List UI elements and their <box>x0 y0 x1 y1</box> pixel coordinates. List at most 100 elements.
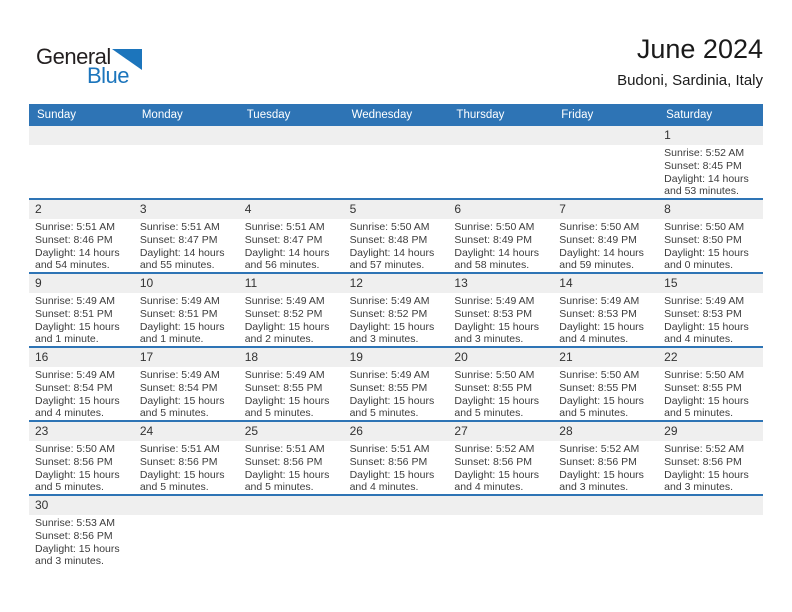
day-number-cell <box>344 126 449 145</box>
day-number: 8 <box>664 202 671 216</box>
day-number: 6 <box>454 202 462 216</box>
weekday-header-sunday: Sunday <box>37 109 77 121</box>
day-sunrise-text: Sunrise: 5:50 AM <box>664 369 745 381</box>
day-detail-cell: Sunrise: 5:49 AM Sunset: 8:51 PM Daylight:… <box>29 293 134 346</box>
day-daylight2-text: and 54 minutes. <box>35 259 110 272</box>
day-detail-cell <box>658 515 763 568</box>
calendar-week-row: 30 Sunrise: 5:53 AM Sunset: 8:56 PM Dayligh… <box>29 494 763 568</box>
day-sunrise-text: Sunrise: 5:51 AM <box>35 221 115 233</box>
day-number-cell: 1 <box>658 126 763 145</box>
day-sunset-text: Sunset: 8:56 PM <box>349 455 428 468</box>
day-sunrise-text: Sunrise: 5:51 AM <box>244 221 325 233</box>
day-daylight2-text: and 56 minutes. <box>244 259 320 272</box>
day-sunset-text: Sunset: 8:47 PM <box>139 233 218 246</box>
day-detail-cell <box>29 145 134 198</box>
general-blue-logo: General Blue <box>36 46 142 87</box>
day-number: 7 <box>559 202 566 216</box>
day-daylight1-text: Daylight: 15 hours <box>349 320 435 333</box>
day-daylight2-text: and 3 minutes. <box>349 333 419 346</box>
day-detail-cell <box>448 145 553 198</box>
week-date-band: 16 17 18 19 20 21 22 <box>29 348 763 367</box>
week-detail-band: Sunrise: 5:52 AM Sunset: 8:45 PM Daylight:… <box>29 145 763 198</box>
day-sunset-text: Sunset: 8:49 PM <box>454 233 533 246</box>
calendar-week-row: 1 Sunrise: 5:52 AM Sunset: 8:45 PM Daylight… <box>29 126 763 198</box>
day-number: 14 <box>559 276 573 290</box>
day-number-cell: 20 <box>448 348 553 367</box>
calendar-week-row: 23 24 25 26 27 28 29 Sunrise: 5:50 AM Sunset: 8:… <box>29 420 763 494</box>
calendar-grid: 1 Sunrise: 5:52 AM Sunset: 8:45 PM Daylight… <box>29 126 763 568</box>
day-daylight1-text: Daylight: 15 hours <box>35 320 120 333</box>
weekday-header-tuesday: Tuesday <box>246 109 291 121</box>
day-detail-cell <box>448 515 553 568</box>
day-daylight1-text: Daylight: 14 hours <box>139 246 225 259</box>
day-daylight2-text: and 5 minutes. <box>664 407 734 420</box>
day-sunrise-text: Sunrise: 5:50 AM <box>559 369 640 381</box>
day-daylight2-text: and 4 minutes. <box>454 481 524 494</box>
calendar-week-row: 9 10 11 12 13 14 15 Sunrise: 5:49 AM Sunset: 8:5… <box>29 272 763 346</box>
day-detail-cell: Sunrise: 5:51 AM Sunset: 8:56 PM Daylight:… <box>134 441 239 494</box>
day-daylight1-text: Daylight: 15 hours <box>244 468 330 481</box>
day-daylight2-text: and 57 minutes. <box>349 259 425 272</box>
day-sunset-text: Sunset: 8:53 PM <box>454 307 533 320</box>
day-sunset-text: Sunset: 8:56 PM <box>139 455 218 468</box>
day-number-cell <box>448 126 553 145</box>
day-number-cell: 11 <box>239 274 344 293</box>
day-sunset-text: Sunset: 8:56 PM <box>35 529 113 542</box>
day-daylight2-text: and 3 minutes. <box>454 333 524 346</box>
day-number-cell: 22 <box>658 348 763 367</box>
day-detail-cell: Sunrise: 5:50 AM Sunset: 8:55 PM Daylight:… <box>448 367 553 420</box>
day-number: 17 <box>139 350 154 364</box>
day-detail-cell <box>553 145 658 198</box>
day-number-cell: 12 <box>344 274 449 293</box>
day-number: 28 <box>559 424 573 438</box>
day-sunrise-text: Sunrise: 5:49 AM <box>244 295 325 307</box>
day-detail-cell: Sunrise: 5:51 AM Sunset: 8:47 PM Daylight:… <box>239 219 344 272</box>
day-daylight2-text: and 4 minutes. <box>664 333 734 346</box>
day-number-cell: 4 <box>239 200 344 219</box>
day-detail-cell: Sunrise: 5:49 AM Sunset: 8:54 PM Daylight:… <box>134 367 239 420</box>
day-detail-cell: Sunrise: 5:50 AM Sunset: 8:49 PM Daylight:… <box>448 219 553 272</box>
day-detail-cell: Sunrise: 5:53 AM Sunset: 8:56 PM Daylight:… <box>29 515 134 568</box>
day-daylight1-text: Daylight: 14 hours <box>244 246 330 259</box>
day-number-cell: 17 <box>134 348 239 367</box>
logo-text-general: General <box>36 44 111 69</box>
day-daylight2-text: and 3 minutes. <box>559 481 629 494</box>
day-sunrise-text: Sunrise: 5:52 AM <box>664 147 745 159</box>
day-sunrise-text: Sunrise: 5:49 AM <box>559 295 640 307</box>
day-sunset-text: Sunset: 8:50 PM <box>664 233 742 246</box>
day-detail-cell: Sunrise: 5:49 AM Sunset: 8:52 PM Daylight:… <box>344 293 449 346</box>
day-detail-cell: Sunrise: 5:49 AM Sunset: 8:53 PM Daylight:… <box>553 293 658 346</box>
day-daylight2-text: and 4 minutes. <box>349 481 419 494</box>
day-sunrise-text: Sunrise: 5:51 AM <box>349 443 430 455</box>
day-detail-cell: Sunrise: 5:49 AM Sunset: 8:53 PM Daylight:… <box>448 293 553 346</box>
day-sunset-text: Sunset: 8:54 PM <box>35 381 113 394</box>
day-daylight1-text: Daylight: 15 hours <box>454 320 540 333</box>
day-detail-cell <box>344 515 449 568</box>
day-daylight1-text: Daylight: 14 hours <box>454 246 540 259</box>
day-number-cell: 9 <box>29 274 134 293</box>
day-number-cell: 18 <box>239 348 344 367</box>
day-number: 19 <box>349 350 363 364</box>
calendar: Sunday Monday Tuesday Wednesday Thursday… <box>29 104 763 568</box>
day-number-cell <box>344 496 449 515</box>
day-daylight2-text: and 5 minutes. <box>244 407 314 420</box>
day-sunrise-text: Sunrise: 5:50 AM <box>349 221 430 233</box>
day-number: 25 <box>244 424 259 438</box>
day-number-cell: 6 <box>448 200 553 219</box>
day-daylight1-text: Daylight: 15 hours <box>664 320 749 333</box>
day-detail-cell: Sunrise: 5:50 AM Sunset: 8:48 PM Daylight:… <box>344 219 449 272</box>
day-number-cell: 15 <box>658 274 763 293</box>
week-detail-band: Sunrise: 5:50 AM Sunset: 8:56 PM Daylight:… <box>29 441 763 494</box>
day-daylight2-text: and 5 minutes. <box>139 481 209 494</box>
day-daylight2-text: and 3 minutes. <box>664 481 734 494</box>
day-daylight1-text: Daylight: 14 hours <box>35 246 120 259</box>
day-number: 10 <box>139 276 154 290</box>
day-number: 1 <box>664 128 671 142</box>
day-number-cell: 7 <box>553 200 658 219</box>
weekday-header-friday: Friday <box>561 109 594 121</box>
day-detail-cell <box>134 515 239 568</box>
day-daylight2-text: and 3 minutes. <box>35 555 104 568</box>
logo-triangle-icon <box>111 49 142 70</box>
day-sunset-text: Sunset: 8:56 PM <box>559 455 637 468</box>
day-sunset-text: Sunset: 8:49 PM <box>559 233 637 246</box>
